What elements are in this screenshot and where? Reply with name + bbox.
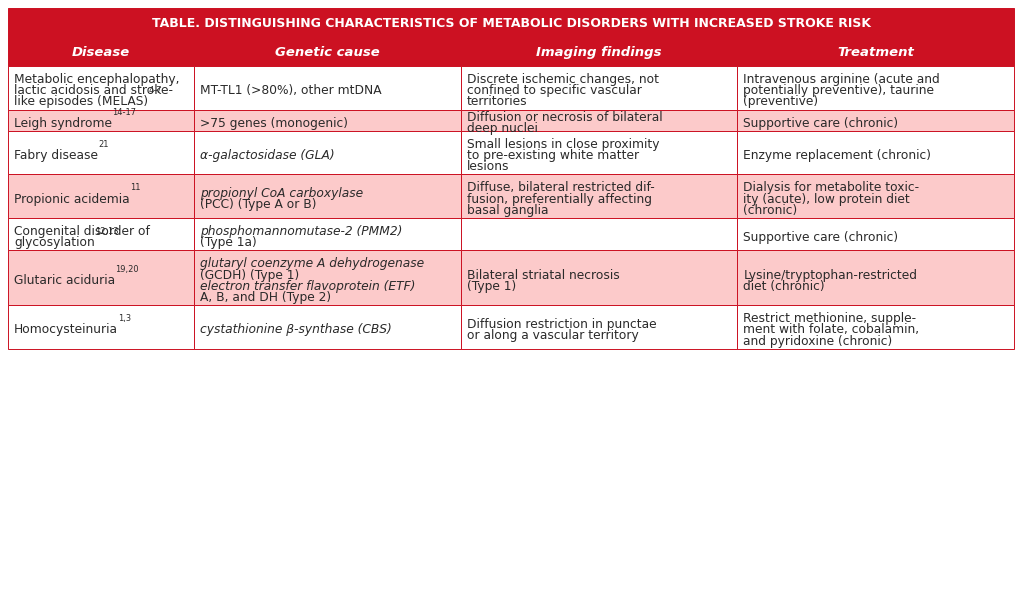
Bar <box>737 66 1014 110</box>
Bar <box>737 110 1014 131</box>
Text: phosphomannomutase-2 (PMM2): phosphomannomutase-2 (PMM2) <box>200 225 403 238</box>
Text: Supportive care (chronic): Supportive care (chronic) <box>743 230 898 244</box>
Bar <box>194 218 461 251</box>
Text: Genetic cause: Genetic cause <box>275 45 380 58</box>
Text: or along a vascular territory: or along a vascular territory <box>467 329 639 342</box>
Text: α-galactosidase (GLA): α-galactosidase (GLA) <box>200 149 335 162</box>
Text: Restrict methionine, supple-: Restrict methionine, supple- <box>743 312 917 325</box>
Bar <box>8 66 194 110</box>
Text: Homocysteinuria: Homocysteinuria <box>14 324 118 336</box>
Text: 11: 11 <box>130 184 140 193</box>
Bar <box>8 110 194 131</box>
Text: 21: 21 <box>98 140 108 149</box>
Text: deep nuclei: deep nuclei <box>467 122 538 135</box>
Text: Congenital disorder of: Congenital disorder of <box>14 225 150 238</box>
Text: to pre-existing white matter: to pre-existing white matter <box>467 149 639 162</box>
Text: Metabolic encephalopathy,: Metabolic encephalopathy, <box>14 73 180 86</box>
Bar <box>737 251 1014 305</box>
Text: lesions: lesions <box>467 160 509 173</box>
Text: Leigh syndrome: Leigh syndrome <box>14 117 112 130</box>
Text: Supportive care (chronic): Supportive care (chronic) <box>743 117 898 130</box>
Text: basal ganglia: basal ganglia <box>467 204 548 217</box>
Text: Imaging findings: Imaging findings <box>537 45 662 58</box>
Text: Dialysis for metabolite toxic-: Dialysis for metabolite toxic- <box>743 181 920 194</box>
Bar <box>737 218 1014 251</box>
Bar <box>8 38 194 66</box>
Text: territories: territories <box>467 95 527 108</box>
Text: (Type 1a): (Type 1a) <box>200 236 257 249</box>
Text: 19,20: 19,20 <box>115 265 139 274</box>
Text: Diffusion restriction in punctae: Diffusion restriction in punctae <box>467 317 656 331</box>
Text: cystathionine β-synthase (CBS): cystathionine β-synthase (CBS) <box>200 324 391 336</box>
Text: Treatment: Treatment <box>837 45 914 58</box>
Text: Diffuse, bilateral restricted dif-: Diffuse, bilateral restricted dif- <box>467 181 654 194</box>
Text: Enzyme replacement (chronic): Enzyme replacement (chronic) <box>743 149 931 162</box>
Bar <box>737 38 1014 66</box>
Text: potentially preventive), taurine: potentially preventive), taurine <box>743 84 934 97</box>
Bar <box>194 251 461 305</box>
Text: Diffusion or necrosis of bilateral: Diffusion or necrosis of bilateral <box>467 111 662 124</box>
Text: glutaryl coenzyme A dehydrogenase: glutaryl coenzyme A dehydrogenase <box>200 257 424 270</box>
Bar <box>8 251 194 305</box>
Text: Discrete ischemic changes, not: Discrete ischemic changes, not <box>467 73 659 86</box>
Bar <box>461 38 737 66</box>
Text: MT-TL1 (>80%), other mtDNA: MT-TL1 (>80%), other mtDNA <box>200 84 382 97</box>
Text: 12,13: 12,13 <box>95 227 119 236</box>
Bar <box>194 110 461 131</box>
Bar <box>461 66 737 110</box>
Text: TABLE. DISTINGUISHING CHARACTERISTICS OF METABOLIC DISORDERS WITH INCREASED STRO: TABLE. DISTINGUISHING CHARACTERISTICS OF… <box>151 17 871 29</box>
Text: propionyl CoA carboxylase: propionyl CoA carboxylase <box>200 187 363 200</box>
Text: diet (chronic): diet (chronic) <box>743 280 825 293</box>
Bar <box>461 305 737 349</box>
Bar <box>8 305 194 349</box>
Text: (chronic): (chronic) <box>743 204 797 217</box>
Bar <box>737 174 1014 218</box>
Bar <box>194 131 461 174</box>
Bar <box>461 218 737 251</box>
Text: (Type 1): (Type 1) <box>467 280 516 293</box>
Bar <box>8 8 1014 38</box>
Text: (GCDH) (Type 1): (GCDH) (Type 1) <box>200 268 299 281</box>
Text: Small lesions in close proximity: Small lesions in close proximity <box>467 138 659 150</box>
Text: ity (acute), low protein diet: ity (acute), low protein diet <box>743 193 911 206</box>
Text: like episodes (MELAS): like episodes (MELAS) <box>14 95 148 108</box>
Text: 1,3: 1,3 <box>118 314 131 324</box>
Text: Lysine/tryptophan-restricted: Lysine/tryptophan-restricted <box>743 268 918 281</box>
Text: >75 genes (monogenic): >75 genes (monogenic) <box>200 117 349 130</box>
Bar <box>194 66 461 110</box>
Text: (preventive): (preventive) <box>743 95 819 108</box>
Bar <box>194 38 461 66</box>
Text: A, B, and DH (Type 2): A, B, and DH (Type 2) <box>200 291 331 304</box>
Text: fusion, preferentially affecting: fusion, preferentially affecting <box>467 193 652 206</box>
Text: Glutaric aciduria: Glutaric aciduria <box>14 274 115 287</box>
Text: 14-17: 14-17 <box>112 107 136 117</box>
Bar <box>461 251 737 305</box>
Bar <box>8 174 194 218</box>
Text: (PCC) (Type A or B): (PCC) (Type A or B) <box>200 198 317 211</box>
Text: lactic acidosis and stroke-: lactic acidosis and stroke- <box>14 84 173 97</box>
Bar <box>194 305 461 349</box>
Text: glycosylation: glycosylation <box>14 236 95 249</box>
Text: ment with folate, cobalamin,: ment with folate, cobalamin, <box>743 324 920 336</box>
Text: Fabry disease: Fabry disease <box>14 149 98 162</box>
Bar <box>737 305 1014 349</box>
Text: Disease: Disease <box>72 45 130 58</box>
Bar <box>8 218 194 251</box>
Text: 4-7: 4-7 <box>148 87 161 95</box>
Text: confined to specific vascular: confined to specific vascular <box>467 84 642 97</box>
Text: Intravenous arginine (acute and: Intravenous arginine (acute and <box>743 73 940 86</box>
Bar <box>194 174 461 218</box>
Text: Bilateral striatal necrosis: Bilateral striatal necrosis <box>467 268 619 281</box>
Bar <box>461 131 737 174</box>
Bar <box>461 174 737 218</box>
Text: electron transfer flavoprotein (ETF): electron transfer flavoprotein (ETF) <box>200 280 416 293</box>
Text: Propionic acidemia: Propionic acidemia <box>14 193 130 206</box>
Bar <box>737 131 1014 174</box>
Bar <box>461 110 737 131</box>
Bar <box>8 131 194 174</box>
Text: and pyridoxine (chronic): and pyridoxine (chronic) <box>743 335 892 348</box>
